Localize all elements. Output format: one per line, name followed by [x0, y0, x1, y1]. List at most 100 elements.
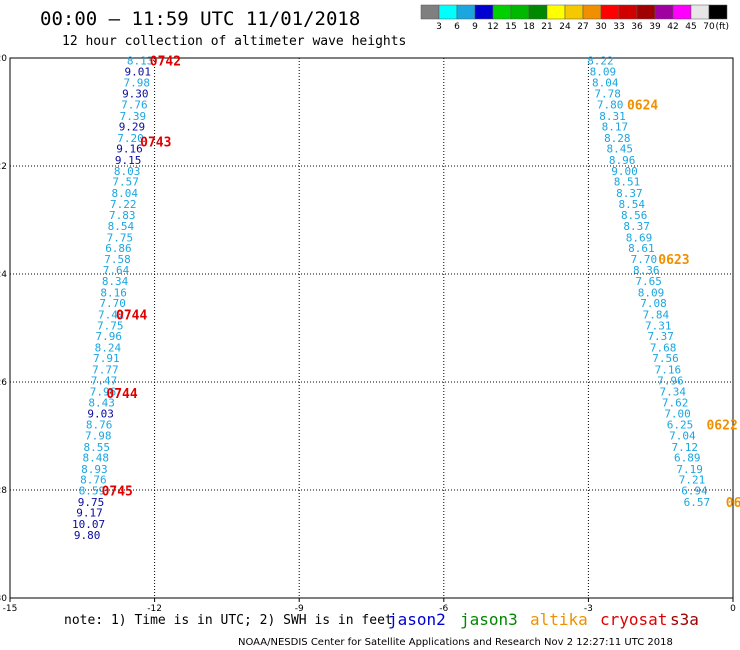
color-scale-swatch	[474, 4, 494, 20]
wave-height-value: 8.16	[100, 286, 127, 299]
wave-height-value: 8.54	[108, 220, 135, 233]
wave-height-value: 7.70	[99, 297, 126, 310]
pass-time-label: 0745	[102, 485, 133, 500]
color-scale-swatch	[618, 4, 638, 20]
color-scale-swatch	[708, 4, 728, 20]
wave-height-value: 9.17	[76, 507, 103, 520]
wave-height-value: 8.09	[638, 286, 665, 299]
wave-height-value: 7.31	[645, 319, 672, 332]
color-scale-label: 70	[703, 22, 715, 32]
y-tick-label: -26	[0, 378, 7, 388]
footnote: note: 1) Time is in UTC; 2) SWH is in fe…	[64, 613, 393, 628]
wave-height-value: 7.77	[92, 364, 119, 377]
wave-height-value: 7.57	[112, 176, 139, 189]
pass-time-label: 0623	[658, 253, 689, 268]
wave-height-value: 9.00	[611, 165, 638, 178]
wave-height-value: 9.03	[87, 407, 114, 420]
pass-time-label: 0624	[627, 98, 658, 113]
wave-height-value: 7.04	[669, 429, 696, 442]
wave-height-value: 7.84	[643, 309, 670, 322]
color-scale-label: 24	[559, 22, 571, 32]
color-scale-label: 33	[613, 22, 624, 32]
wave-height-value: 7.70	[631, 253, 658, 266]
wave-height-value: 7.22	[110, 198, 137, 211]
wave-height-value: 7.37	[647, 330, 674, 343]
wave-height-value: 7.62	[662, 397, 689, 410]
wave-height-value: 8.61	[628, 242, 655, 255]
wave-height-value: 7.58	[104, 253, 131, 266]
wave-height-value: 8.13	[127, 55, 154, 68]
wave-height-value: 8.04	[592, 76, 619, 89]
color-scale-label: 12	[487, 22, 498, 32]
color-scale-swatch	[528, 4, 548, 20]
y-tick-label: -24	[0, 270, 7, 280]
color-scale-swatch	[672, 4, 692, 20]
color-scale-swatch	[582, 4, 602, 20]
wave-height-value: 8.34	[102, 275, 129, 288]
wave-height-value: 7.00	[664, 407, 691, 420]
wave-height-value: 8.28	[604, 132, 631, 145]
wave-height-value: 7.08	[640, 297, 667, 310]
color-scale-label: 30	[595, 22, 607, 32]
wave-height-value: 7.83	[109, 209, 136, 222]
wave-height-value: 8.36	[633, 264, 660, 277]
x-tick-label: -6	[439, 604, 448, 614]
wave-height-value: 7.80	[597, 98, 624, 111]
wave-height-value: 8.04	[111, 187, 138, 200]
wave-height-value: 6.57	[684, 496, 711, 509]
wave-height-value: 7.96	[90, 386, 117, 399]
wave-height-value: 8.24	[95, 341, 122, 354]
mission-label-cryosat: cryosat	[600, 610, 667, 629]
color-scale-swatch	[600, 4, 620, 20]
mission-label-s3a: s3a	[670, 610, 699, 629]
color-scale-label: 27	[577, 22, 588, 32]
wave-height-value: 7.78	[594, 88, 621, 101]
wave-height-value: 9.15	[115, 154, 142, 167]
wave-height-value: 9.01	[124, 66, 151, 79]
wave-height-value: 7.98	[124, 76, 151, 89]
wave-height-value: 7.64	[103, 264, 130, 277]
color-scale-unit: (ft)	[715, 22, 729, 32]
wave-height-value: 8.56	[621, 209, 648, 222]
wave-height-value: 10.07	[72, 518, 105, 531]
y-tick-label: -28	[0, 486, 7, 496]
wave-height-value: 7.91	[93, 352, 120, 365]
wave-height-value: 6.25	[667, 419, 694, 432]
wave-height-value: 7.56	[652, 352, 679, 365]
wave-height-value: 9.75	[78, 496, 105, 509]
wave-height-value: 8.31	[599, 110, 626, 123]
x-tick-label: -9	[295, 604, 304, 614]
color-scale-label: 6	[454, 22, 460, 32]
wave-height-value: 9.30	[122, 88, 149, 101]
wave-height-value: 8.93	[81, 463, 108, 476]
color-scale-label: 42	[667, 22, 678, 32]
wave-height-value: 8.45	[606, 143, 633, 156]
pass-time-label: 06	[726, 496, 740, 511]
color-scale-label: 36	[631, 22, 643, 32]
y-axis-ticks: -20 -22 -24 -26 -28 -30	[0, 54, 7, 604]
color-scale-swatch	[492, 4, 512, 20]
wave-height-value: 8.55	[84, 441, 111, 454]
wave-height-value: 9.80	[74, 529, 101, 542]
color-scale-swatch	[564, 4, 584, 20]
pass-time-label: 0743	[140, 136, 171, 151]
grid-lines	[10, 58, 733, 598]
wave-height-value: 8.37	[616, 187, 643, 200]
wave-height-value: 8.51	[614, 176, 641, 189]
wave-height-value: 7.34	[660, 386, 687, 399]
color-scale-swatch	[654, 4, 674, 20]
wave-height-value: 6.89	[674, 452, 701, 465]
wave-height-value: 8.37	[623, 220, 650, 233]
y-tick-label: -22	[0, 162, 7, 172]
wave-height-value: 8.69	[626, 231, 653, 244]
wave-height-value: 7.42	[98, 309, 125, 322]
mission-legend: jason2 jason3 altika cryosat s3a	[388, 610, 699, 629]
chart-subtitle: 12 hour collection of altimeter wave hei…	[62, 34, 406, 49]
wave-height-value: 6.94	[681, 485, 708, 498]
pass-time-label: 0622	[706, 419, 737, 434]
wave-height-value: 7.47	[91, 374, 118, 387]
color-scale-swatch	[510, 4, 530, 20]
pass-time-label: 0742	[150, 55, 181, 70]
pass-time-labels: 0742 0743 0744 0744 0745 0624 0623 0622 06	[102, 55, 740, 511]
